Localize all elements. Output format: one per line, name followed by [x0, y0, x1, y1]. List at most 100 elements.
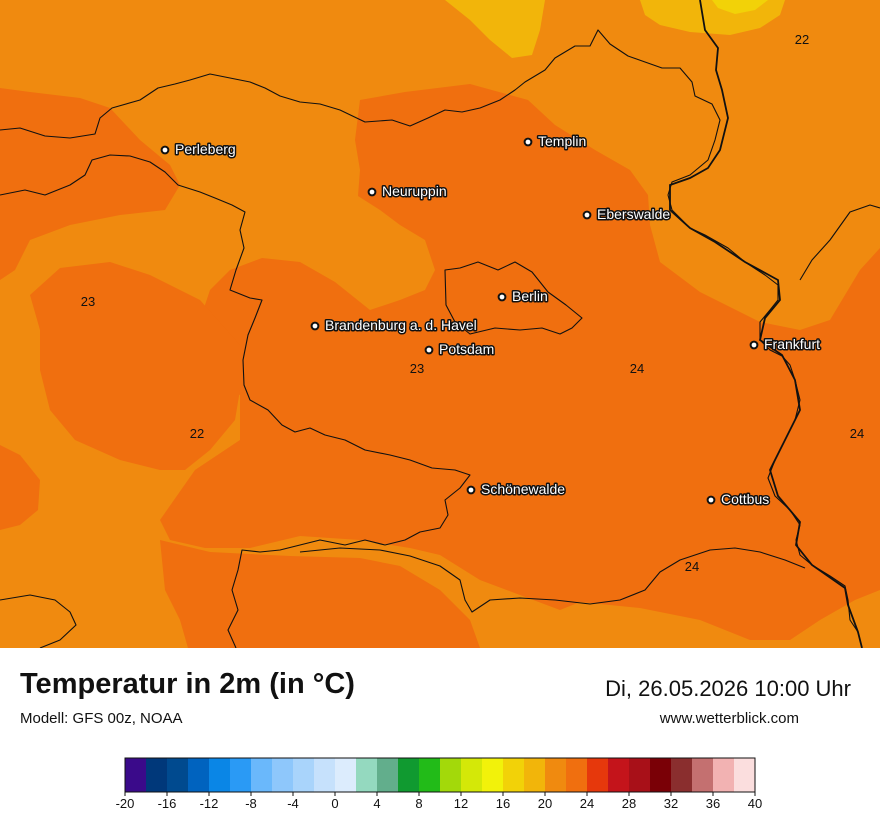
legend-tick-label: 20 — [538, 796, 552, 811]
city-label: Brandenburg a. d. Havel — [325, 317, 477, 333]
legend-tick-label: 24 — [580, 796, 594, 811]
city-marker: Potsdam — [424, 340, 496, 359]
city-marker: Perleberg — [160, 140, 237, 159]
page-title: Temperatur in 2m (in °C) — [20, 668, 355, 700]
legend-color-segment — [608, 758, 630, 792]
legend-color-segment — [335, 758, 357, 792]
legend-color-segment — [251, 758, 273, 792]
legend-color-segment — [377, 758, 399, 792]
city-marker: Cottbus — [706, 490, 771, 509]
isotherm-labels-layer: 22 23 23 24 22 24 24 — [81, 32, 864, 574]
isotherm-value-label: 24 — [630, 361, 644, 376]
legend-color-segment — [587, 758, 609, 792]
legend-color-segment — [167, 758, 189, 792]
city-dot-icon — [466, 485, 476, 495]
legend-tick-label: 12 — [454, 796, 468, 811]
city-label: Perleberg — [175, 141, 236, 157]
temperature-legend: -20 -16 -12 -8 -4 0 4 8 12 16 20 24 28 32 36 40 — [116, 757, 762, 811]
city-label: Neuruppin — [382, 183, 447, 199]
temperature-field-22-24-central — [160, 84, 880, 640]
map-canvas: Perleberg Templin Neuruppin Eberswalde Berli… — [0, 0, 880, 648]
temperature-field-22-24-south-west — [160, 540, 480, 648]
legend-color-segment — [440, 758, 462, 792]
isotherm-value-label: 24 — [685, 559, 699, 574]
isotherm-value-label: 24 — [850, 426, 864, 441]
isotherm-value-label: 23 — [410, 361, 424, 376]
legend-color-segment — [188, 758, 210, 792]
legend-tick-label: 16 — [496, 796, 510, 811]
website-link[interactable]: www.wetterblick.com — [659, 710, 799, 727]
temperature-field-18-20-north — [445, 0, 545, 58]
legend-tick-label: -16 — [158, 796, 177, 811]
city-dot-icon — [310, 321, 320, 331]
city-label: Schönewalde — [481, 481, 565, 497]
legend-tick-label: 40 — [748, 796, 762, 811]
temperature-field-22-24-south-west-edge — [0, 445, 40, 530]
legend-color-segment — [461, 758, 483, 792]
city-label: Berlin — [512, 288, 548, 304]
city-marker: Schönewalde — [466, 480, 567, 499]
legend-color-segment — [503, 758, 525, 792]
legend-tick-label: 32 — [664, 796, 678, 811]
legend-color-segment — [398, 758, 420, 792]
legend-tick-label: -20 — [116, 796, 135, 811]
legend-color-segment — [566, 758, 588, 792]
legend-tick-label: -12 — [200, 796, 219, 811]
legend-tick-label: 0 — [331, 796, 338, 811]
model-info: Modell: GFS 00z, NOAA — [20, 710, 183, 727]
legend-color-segment — [272, 758, 294, 792]
legend-color-segment — [713, 758, 735, 792]
city-label: Potsdam — [439, 341, 494, 357]
legend-ticks: -20 -16 -12 -8 -4 0 4 8 12 16 20 24 28 32 36 40 — [116, 792, 762, 811]
legend-color-segment — [692, 758, 714, 792]
legend-color-segment — [419, 758, 441, 792]
legend-color-segment — [671, 758, 693, 792]
legend-color-segment — [230, 758, 252, 792]
city-dot-icon — [367, 187, 377, 197]
city-marker: Eberswalde — [582, 205, 672, 224]
legend-color-segment — [650, 758, 672, 792]
isotherm-value-label: 23 — [81, 294, 95, 309]
legend-tick-label: 36 — [706, 796, 720, 811]
legend-color-segment — [734, 758, 756, 792]
legend-color-segment — [293, 758, 315, 792]
city-marker: Neuruppin — [367, 182, 448, 201]
forecast-datetime: Di, 26.05.2026 10:00 Uhr — [605, 676, 851, 701]
legend-tick-label: 4 — [373, 796, 380, 811]
legend-tick-label: -4 — [287, 796, 299, 811]
legend-tick-label: -8 — [245, 796, 257, 811]
city-marker: Berlin — [497, 287, 549, 306]
map-footer: Temperatur in 2m (in °C) Modell: GFS 00z… — [0, 648, 880, 830]
city-label: Templin — [538, 133, 586, 149]
city-label: Frankfurt — [764, 336, 820, 352]
isotherm-value-label: 22 — [795, 32, 809, 47]
legend-color-segment — [314, 758, 336, 792]
legend-color-segment — [125, 758, 147, 792]
legend-color-segment — [524, 758, 546, 792]
legend-color-segment — [482, 758, 504, 792]
cities-layer: Perleberg Templin Neuruppin Eberswalde Berli… — [160, 132, 822, 509]
city-dot-icon — [706, 495, 716, 505]
city-marker: Brandenburg a. d. Havel — [310, 316, 478, 335]
legend-color-segment — [146, 758, 168, 792]
city-dot-icon — [424, 345, 434, 355]
temperature-field-16-18-north-east — [712, 0, 768, 14]
legend-tick-label: 28 — [622, 796, 636, 811]
legend-tick-label: 8 — [415, 796, 422, 811]
city-marker: Frankfurt — [749, 335, 822, 354]
legend-color-segment — [545, 758, 567, 792]
city-label: Cottbus — [721, 491, 769, 507]
legend-color-bar — [124, 757, 756, 793]
national-border — [669, 0, 863, 648]
city-dot-icon — [497, 292, 507, 302]
isotherm-value-label: 22 — [190, 426, 204, 441]
city-dot-icon — [749, 340, 759, 350]
city-marker: Templin — [523, 132, 588, 151]
legend-color-segment — [629, 758, 651, 792]
temperature-map: Perleberg Templin Neuruppin Eberswalde Berli… — [0, 0, 880, 648]
legend-color-segment — [356, 758, 378, 792]
city-label: Eberswalde — [597, 206, 670, 222]
legend-bar-outline — [124, 757, 756, 793]
city-dot-icon — [523, 137, 533, 147]
city-dot-icon — [582, 210, 592, 220]
